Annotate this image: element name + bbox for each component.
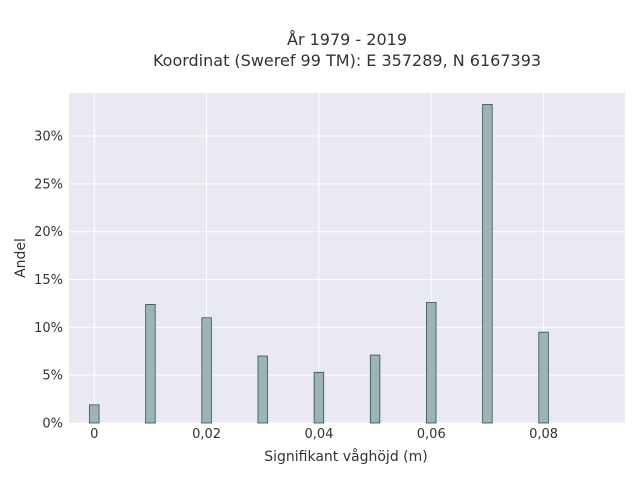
grid-lines bbox=[69, 93, 625, 424]
bars bbox=[89, 104, 549, 424]
y-tick-label: 5% bbox=[42, 369, 63, 384]
bar[interactable] bbox=[313, 371, 325, 424]
bar[interactable] bbox=[89, 404, 100, 424]
y-tick-label: 25% bbox=[34, 177, 63, 192]
bar[interactable] bbox=[369, 354, 381, 424]
bar[interactable] bbox=[538, 331, 549, 424]
y-axis-title: Andel bbox=[13, 238, 29, 278]
x-tick-label: 0 bbox=[90, 427, 98, 442]
x-axis-ticks: 0 0,02 0,04 0,06 0,08 bbox=[90, 427, 558, 442]
bar[interactable] bbox=[145, 303, 156, 424]
y-tick-label: 10% bbox=[34, 321, 63, 336]
x-tick-label: 0,06 bbox=[417, 427, 446, 442]
y-axis-ticks: 0% 5% 10% 15% 20% 25% 30% bbox=[34, 130, 63, 432]
chart-title-line-2: Koordinat (Sweref 99 TM): E 357289, N 61… bbox=[153, 51, 541, 70]
bar[interactable] bbox=[482, 104, 493, 424]
x-tick-label: 0,04 bbox=[304, 427, 333, 442]
x-tick-label: 0,02 bbox=[192, 427, 221, 442]
bar[interactable] bbox=[257, 355, 268, 424]
plot-area bbox=[69, 93, 625, 423]
chart-title-line-1: År 1979 - 2019 bbox=[287, 30, 407, 49]
y-tick-label: 15% bbox=[34, 273, 63, 288]
y-tick-label: 20% bbox=[34, 225, 63, 240]
bar[interactable] bbox=[426, 302, 437, 424]
x-axis-title: Signifikant våghöjd (m) bbox=[264, 448, 427, 465]
bar[interactable] bbox=[201, 317, 212, 424]
x-tick-label: 0,08 bbox=[529, 427, 558, 442]
y-tick-label: 30% bbox=[34, 130, 63, 145]
y-tick-label: 0% bbox=[42, 417, 63, 432]
